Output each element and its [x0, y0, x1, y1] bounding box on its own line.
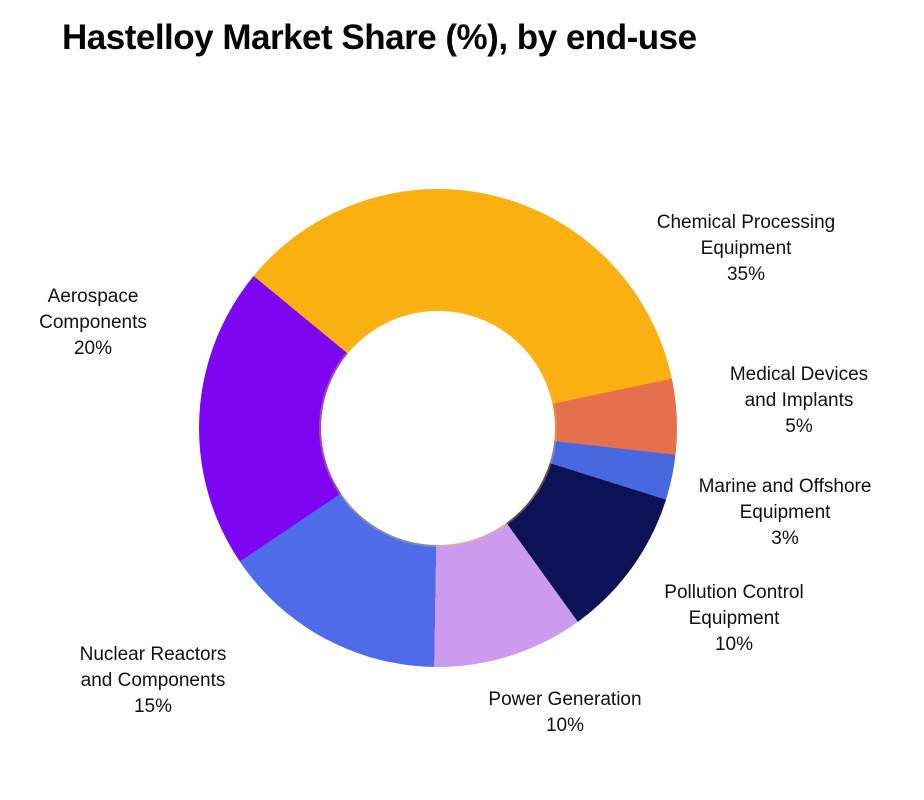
- segment-label-pollution-control-equipment: Pollution Control Equipment 10%: [664, 582, 804, 655]
- segment-label-nuclear-reactors-and-components: Nuclear Reactors and Components 15%: [79, 644, 227, 717]
- segment-label-marine-and-offshore-equipment: Marine and Offshore Equipment 3%: [698, 476, 872, 549]
- segment-label-medical-devices-and-implants: Medical Devices and Implants 5%: [729, 364, 869, 437]
- segment-label-chemical-processing-equipment: Chemical Processing Equipment 35%: [656, 212, 836, 285]
- segment-label-aerospace-components: Aerospace Components 20%: [39, 286, 147, 359]
- chart-title: Hastelloy Market Share (%), by end-use: [62, 18, 697, 57]
- segment-label-power-generation: Power Generation 10%: [488, 689, 642, 736]
- donut-hole: [321, 311, 555, 545]
